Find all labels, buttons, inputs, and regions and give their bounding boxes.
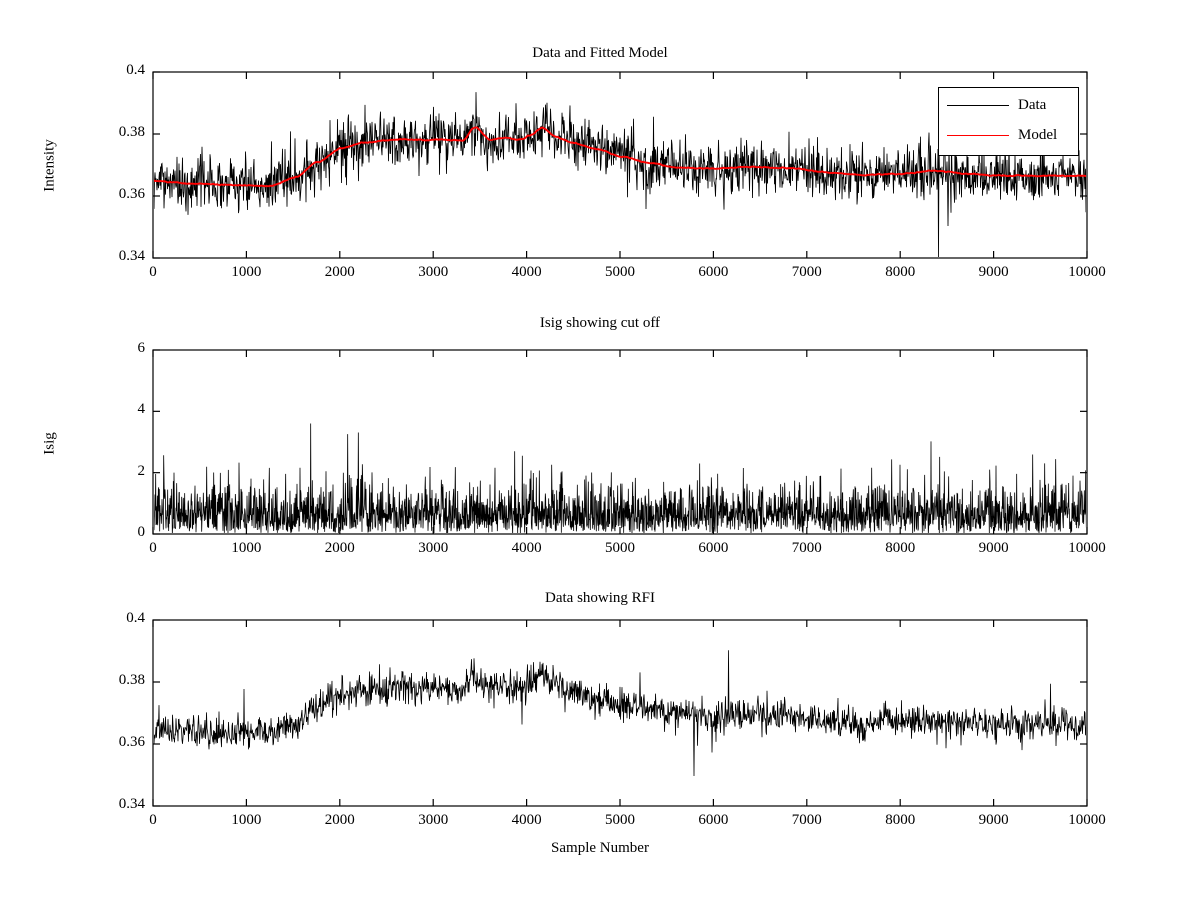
y-tick-label: 0.38 (118, 124, 145, 140)
x-tick-label: 4000 (511, 264, 542, 280)
x-tick-label: 5000 (605, 540, 635, 556)
x-tick-label: 3000 (418, 264, 449, 280)
series-group-panel-2 (154, 650, 1086, 776)
panel-title-1: Isig showing cut off (539, 315, 661, 331)
x-tick-label: 4000 (511, 540, 542, 556)
x-tick-label: 9000 (978, 812, 1009, 828)
x-tick-label: 10000 (1068, 264, 1106, 280)
y-tick-label: 0.36 (118, 186, 145, 202)
x-tick-label: 3000 (418, 540, 449, 556)
x-tick-label: 9000 (978, 264, 1009, 280)
legend-label-model: Model (1018, 126, 1058, 143)
model-series-line (154, 126, 1086, 188)
legend-entry-data[interactable]: Data (947, 94, 1046, 116)
isig-series-line (154, 423, 1086, 533)
panel-title-2: Data showing RFI (545, 590, 655, 606)
y-tick-label: 0.36 (118, 734, 145, 750)
x-tick-label: 3000 (418, 812, 449, 828)
x-tick-label: 8000 (885, 540, 916, 556)
y-tick-label: 0.34 (118, 796, 145, 812)
y-tick-label: 6 (137, 340, 146, 356)
x-tick-label: 1000 (231, 812, 262, 828)
y-tick-label: 0.4 (126, 62, 145, 78)
legend-swatch-data (947, 104, 1009, 106)
legend[interactable]: Data Model (938, 87, 1079, 156)
y-tick-label: 0.4 (126, 610, 145, 626)
x-tick-label: 10000 (1068, 812, 1106, 828)
x-tick-label: 7000 (791, 264, 822, 280)
legend-label-data: Data (1018, 96, 1047, 113)
x-tick-label: 1000 (231, 264, 262, 280)
x-tick-label: 7000 (791, 540, 822, 556)
rfi-series-line (154, 650, 1086, 776)
legend-entry-model[interactable]: Model (947, 124, 1057, 146)
x-tick-label: 7000 (791, 812, 822, 828)
y-tick-label: 0.34 (118, 248, 145, 264)
x-tick-label: 10000 (1068, 540, 1106, 556)
x-tick-label: 8000 (885, 812, 916, 828)
axes-data-showing-rfi (152, 619, 1088, 807)
x-tick-label: 6000 (698, 264, 729, 280)
x-tick-label: 6000 (698, 812, 729, 828)
x-tick-label: 8000 (885, 264, 916, 280)
x-tick-label: 5000 (605, 264, 635, 280)
x-tick-label: 0 (149, 540, 157, 556)
panel-data-and-fitted-model: Data and Fitted Model Intensity (0, 0, 1200, 300)
x-tick-label: 6000 (698, 540, 729, 556)
x-tick-label: 2000 (324, 812, 355, 828)
x-tick-label: 2000 (324, 264, 355, 280)
panel-title-0: Data and Fitted Model (532, 45, 668, 61)
x-tick-label: 4000 (511, 812, 542, 828)
data-series-line (154, 92, 1086, 257)
x-tick-label: 1000 (231, 540, 262, 556)
y-tick-label: 0 (137, 524, 146, 540)
axes-data-and-fitted-model (152, 71, 1088, 259)
x-tick-label: 5000 (605, 812, 635, 828)
y-tick-label: 4 (137, 401, 146, 418)
figure-xlabel: Sample Number (551, 840, 649, 856)
x-tick-label: 0 (149, 812, 157, 828)
y-tick-label: 2 (137, 462, 146, 479)
series-group-panel-0 (154, 92, 1086, 257)
x-tick-label: 2000 (324, 540, 355, 556)
series-group-panel-1 (154, 423, 1086, 533)
y-tick-label: 0.38 (118, 672, 145, 688)
x-tick-label: 0 (149, 264, 157, 280)
x-tick-label: 9000 (978, 540, 1009, 556)
legend-swatch-model (947, 134, 1009, 136)
